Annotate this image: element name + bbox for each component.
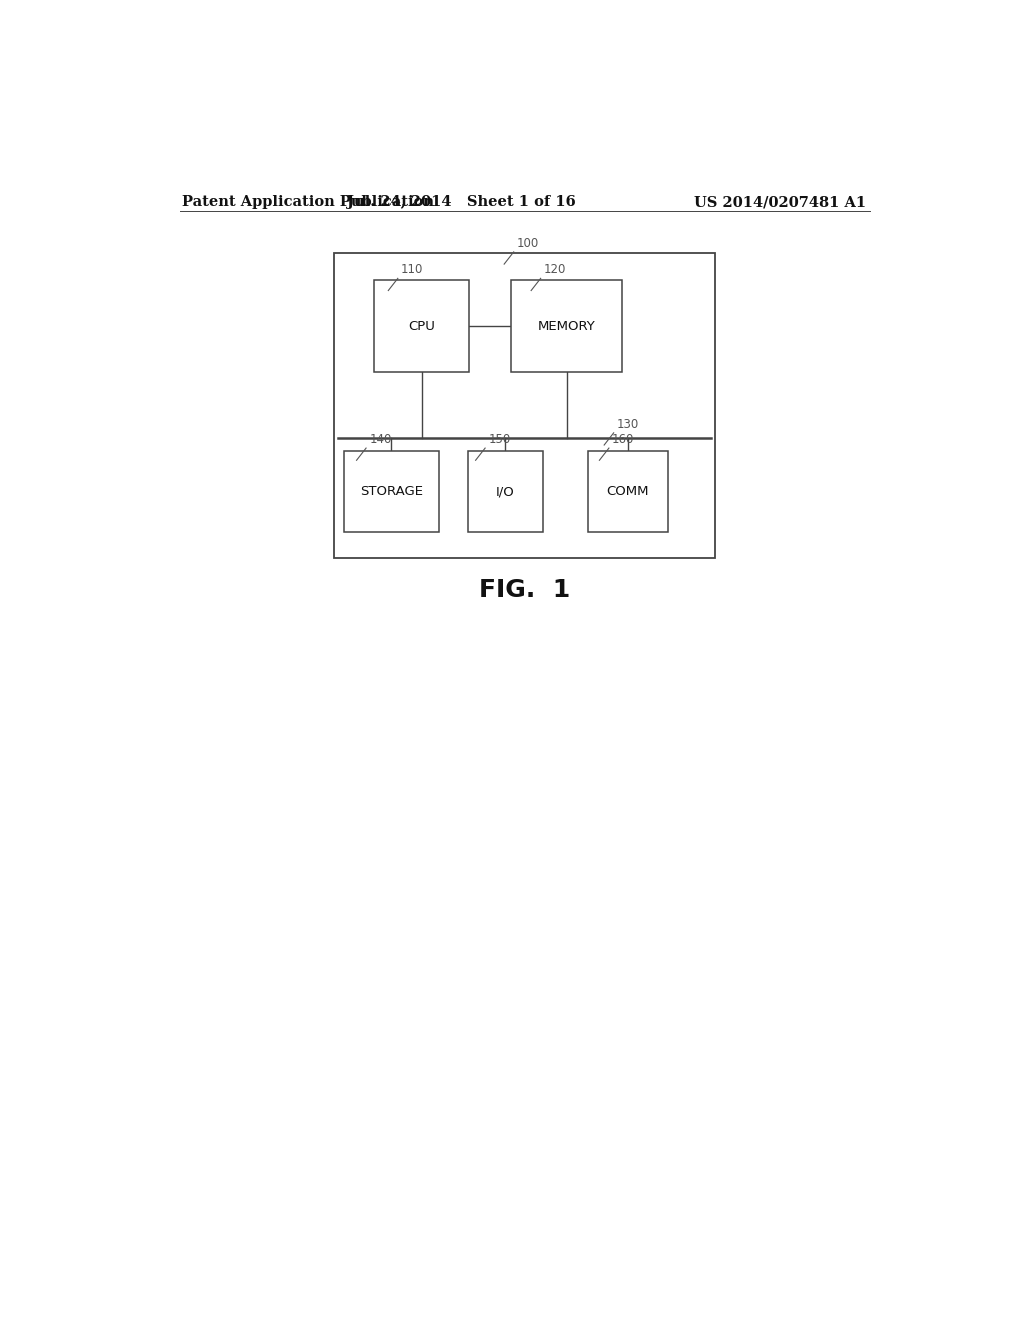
Text: STORAGE: STORAGE bbox=[360, 486, 423, 498]
Text: MEMORY: MEMORY bbox=[538, 319, 596, 333]
Text: 140: 140 bbox=[370, 433, 391, 446]
Text: 100: 100 bbox=[517, 236, 539, 249]
Text: I/O: I/O bbox=[496, 486, 515, 498]
Text: CPU: CPU bbox=[409, 319, 435, 333]
Text: Patent Application Publication: Patent Application Publication bbox=[182, 195, 434, 209]
Text: 110: 110 bbox=[401, 263, 423, 276]
Text: US 2014/0207481 A1: US 2014/0207481 A1 bbox=[694, 195, 866, 209]
Bar bbox=[511, 280, 623, 372]
Bar bbox=[334, 253, 715, 558]
Text: 130: 130 bbox=[616, 418, 639, 430]
Bar bbox=[588, 451, 668, 532]
Text: Jul. 24, 2014   Sheet 1 of 16: Jul. 24, 2014 Sheet 1 of 16 bbox=[347, 195, 575, 209]
Text: 160: 160 bbox=[612, 433, 635, 446]
Bar bbox=[468, 451, 543, 532]
Text: 120: 120 bbox=[544, 263, 566, 276]
Bar bbox=[374, 280, 469, 372]
Text: COMM: COMM bbox=[606, 486, 649, 498]
Text: 150: 150 bbox=[488, 433, 511, 446]
Bar bbox=[344, 451, 439, 532]
Text: FIG.  1: FIG. 1 bbox=[479, 578, 570, 602]
